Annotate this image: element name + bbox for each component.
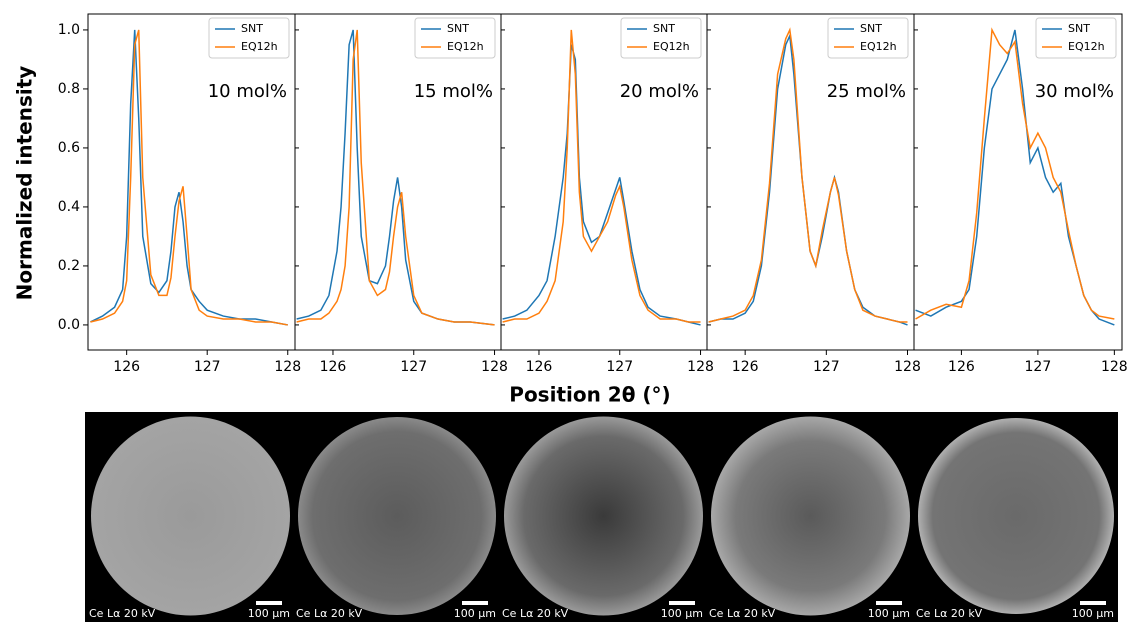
x-tick-label: 126 [732, 359, 759, 375]
detector-label: Ce Lα 20 kV [502, 607, 569, 620]
axes-frame [87, 13, 296, 351]
scale-bar [462, 601, 488, 605]
scale-bar [1080, 601, 1106, 605]
scale-bar [256, 601, 282, 605]
legend-box [414, 17, 496, 59]
legend-box [1035, 17, 1117, 59]
micrograph [711, 416, 910, 616]
annotation: 10 mol% [208, 81, 287, 102]
data-line [90, 29, 288, 326]
x-tick-label: 126 [948, 359, 975, 375]
x-tick-label: 127 [194, 359, 221, 375]
detector-label: Ce Lα 20 kV [709, 607, 776, 620]
legend-box [620, 17, 702, 59]
legend-label: SNT [860, 22, 882, 35]
legend-label: SNT [653, 22, 675, 35]
x-tick-label: 126 [113, 359, 140, 375]
data-line [708, 33, 908, 326]
data-line [296, 29, 495, 326]
legend-box [827, 17, 909, 59]
x-tick-label: 128 [687, 359, 714, 375]
scale-label: 100 µm [661, 607, 703, 620]
data-line [502, 29, 701, 323]
scale-label: 100 µm [248, 607, 290, 620]
y-tick-label: 0.6 [58, 140, 80, 156]
x-tick-label: 126 [526, 359, 553, 375]
x-tick-label: 128 [481, 359, 508, 375]
x-tick-label: 127 [813, 359, 840, 375]
x-tick-label: 128 [274, 359, 301, 375]
legend-label: EQ12h [1068, 40, 1105, 53]
micrograph [918, 418, 1114, 614]
y-axis-label: Normalized intensity [13, 66, 37, 301]
data-line [502, 44, 701, 326]
scale-label: 100 µm [868, 607, 910, 620]
x-tick-label: 127 [606, 359, 633, 375]
legend-label: SNT [241, 22, 263, 35]
data-line [708, 27, 908, 323]
detector-label: Ce Lα 20 kV [296, 607, 363, 620]
detector-label: Ce Lα 20 kV [916, 607, 983, 620]
micrograph [91, 416, 290, 616]
legend-label: SNT [1068, 22, 1090, 35]
y-tick-label: 0.4 [58, 199, 80, 215]
y-tick-label: 0.8 [58, 81, 80, 97]
detector-label: Ce Lα 20 kV [89, 607, 156, 620]
x-axis-label: Position 2θ (°) [509, 383, 670, 407]
legend-label: SNT [447, 22, 469, 35]
x-tick-label: 128 [894, 359, 921, 375]
data-line [915, 27, 1115, 320]
axes-frame [706, 13, 915, 351]
x-tick-label: 127 [1025, 359, 1052, 375]
scale-label: 100 µm [1072, 607, 1114, 620]
x-tick-label: 127 [400, 359, 427, 375]
legend-label: EQ12h [447, 40, 484, 53]
micrograph [504, 416, 703, 616]
y-tick-label: 0.0 [58, 317, 80, 333]
legend-box [208, 17, 290, 59]
axes-frame [500, 13, 708, 351]
legend-label: EQ12h [860, 40, 897, 53]
scale-label: 100 µm [454, 607, 496, 620]
scale-bar [669, 601, 695, 605]
x-tick-label: 126 [320, 359, 347, 375]
y-tick-label: 1.0 [58, 22, 80, 38]
legend-label: EQ12h [241, 40, 278, 53]
data-line [296, 29, 495, 326]
annotation: 20 mol% [620, 81, 699, 102]
data-line [90, 29, 288, 326]
annotation: 30 mol% [1035, 81, 1114, 102]
data-line [915, 29, 1115, 326]
annotation: 25 mol% [827, 81, 906, 102]
y-tick-label: 0.2 [58, 258, 80, 274]
micrograph [298, 417, 496, 615]
x-tick-label: 128 [1101, 359, 1128, 375]
legend-label: EQ12h [653, 40, 690, 53]
axes-frame [913, 13, 1123, 351]
scale-bar [876, 601, 902, 605]
annotation: 15 mol% [414, 81, 493, 102]
